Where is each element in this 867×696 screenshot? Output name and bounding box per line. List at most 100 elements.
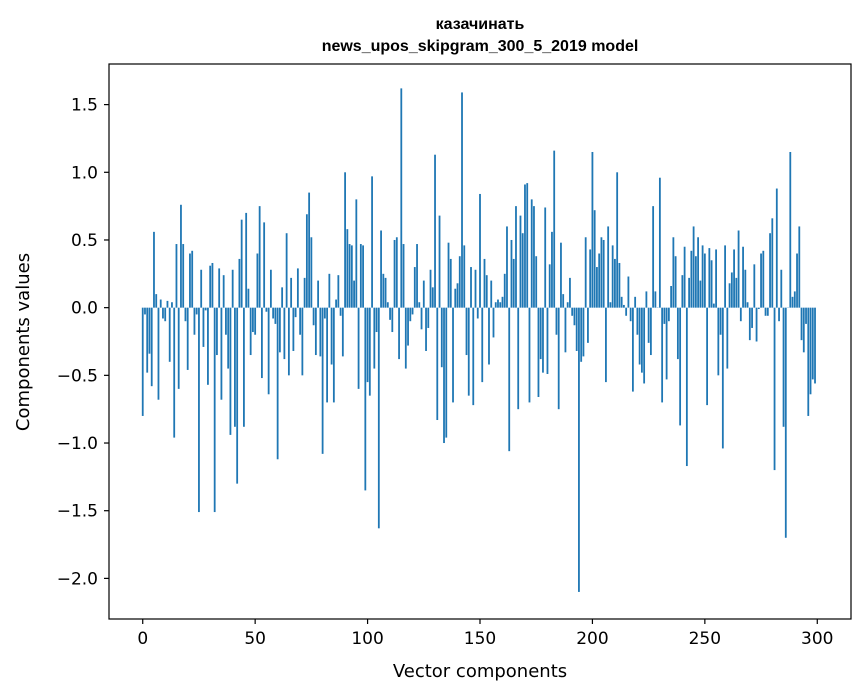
- bar-200: [591, 151, 594, 308]
- bar-207: [607, 226, 610, 308]
- y-tick-label-1: −1.5: [57, 502, 98, 522]
- bar-7: [157, 307, 160, 400]
- bar-168: [519, 215, 522, 308]
- bar-51: [256, 253, 259, 308]
- bar-54: [263, 222, 266, 308]
- bar-28: [204, 307, 207, 311]
- bar-177: [539, 307, 542, 360]
- bar-170: [524, 184, 526, 308]
- bar-145: [467, 307, 470, 396]
- bar-125: [422, 280, 425, 308]
- bar-16: [177, 307, 180, 389]
- bar-52: [258, 206, 261, 308]
- bar-217: [629, 307, 632, 322]
- bar-114: [398, 307, 400, 360]
- bar-118: [407, 307, 409, 346]
- bar-198: [587, 307, 589, 343]
- bar-127: [427, 307, 430, 328]
- bar-176: [537, 307, 540, 397]
- bar-39: [229, 307, 232, 435]
- bar-46: [245, 212, 248, 308]
- bar-92: [348, 244, 351, 308]
- bar-264: [735, 277, 738, 308]
- bar-299: [814, 307, 816, 384]
- bar-65: [287, 307, 290, 376]
- bar-84: [330, 307, 333, 365]
- bar-202: [596, 267, 598, 308]
- bar-132: [438, 215, 441, 308]
- bar-78: [317, 280, 320, 308]
- bar-75: [310, 237, 313, 308]
- x-axis-ticks: 0 50 100 150 200 250 300: [137, 619, 833, 649]
- bar-290: [793, 291, 796, 308]
- bar-190: [569, 277, 571, 308]
- bar-236: [672, 237, 675, 308]
- bar-61: [278, 307, 281, 353]
- bar-24: [195, 307, 198, 315]
- bar-178: [542, 307, 544, 373]
- bar-103: [373, 307, 376, 369]
- bar-23: [193, 307, 196, 335]
- bar-149: [476, 307, 479, 319]
- y-axis-label: Components values: [13, 253, 34, 431]
- bar-112: [393, 239, 396, 308]
- y-tick-label-0: −2.0: [57, 569, 98, 589]
- bar-285: [782, 307, 785, 427]
- bar-183: [553, 150, 556, 308]
- bar-277: [764, 307, 767, 316]
- bar-8: [159, 299, 162, 308]
- bar-169: [521, 233, 524, 308]
- bar-165: [512, 258, 515, 308]
- bar-128: [429, 269, 432, 308]
- bar-69: [296, 268, 299, 308]
- bar-206: [605, 307, 607, 383]
- bar-174: [533, 206, 535, 308]
- bar-147: [472, 307, 475, 406]
- bar-142: [461, 92, 463, 308]
- bar-181: [548, 264, 551, 308]
- bar-171: [526, 183, 529, 308]
- bar-215: [625, 307, 628, 316]
- y-tick-label-3: −0.5: [57, 366, 98, 386]
- chart-title-line-1: казачинать: [436, 16, 525, 33]
- bar-211: [616, 172, 619, 308]
- bar-270: [748, 307, 751, 341]
- bar-186: [560, 242, 562, 308]
- bar-62: [281, 287, 284, 308]
- bar-81: [323, 307, 326, 319]
- bar-37: [225, 307, 227, 335]
- bar-281: [773, 307, 776, 471]
- bar-223: [643, 307, 646, 384]
- bar-27: [202, 307, 205, 347]
- bar-167: [517, 307, 520, 410]
- bar-254: [712, 303, 715, 308]
- bar-275: [760, 253, 762, 308]
- bar-49: [252, 307, 254, 333]
- bar-96: [357, 307, 360, 389]
- bar-162: [506, 226, 508, 308]
- bar-72: [303, 277, 306, 308]
- y-axis-ticks: −2.0 −1.5 −1.0 −0.5 0.0 0.5 1.0 1.5: [57, 96, 109, 589]
- bar-187: [562, 294, 565, 308]
- bar-155: [490, 280, 493, 308]
- bar-38: [227, 307, 230, 369]
- bar-173: [530, 199, 533, 308]
- bar-98: [362, 245, 364, 308]
- bar-293: [800, 307, 803, 341]
- bar-265: [737, 230, 740, 308]
- bar-68: [294, 307, 297, 318]
- bar-280: [771, 218, 774, 308]
- bar-14: [173, 307, 176, 438]
- bar-13: [171, 302, 173, 308]
- bar-272: [753, 264, 756, 308]
- bar-204: [600, 237, 603, 308]
- bar-243: [688, 277, 691, 308]
- bar-269: [746, 302, 749, 308]
- bar-240: [681, 275, 684, 308]
- bar-25: [198, 307, 200, 513]
- bar-210: [614, 258, 616, 308]
- bar-32: [213, 307, 216, 513]
- bar-1: [144, 307, 146, 315]
- bar-191: [571, 307, 574, 316]
- bar-172: [528, 307, 531, 403]
